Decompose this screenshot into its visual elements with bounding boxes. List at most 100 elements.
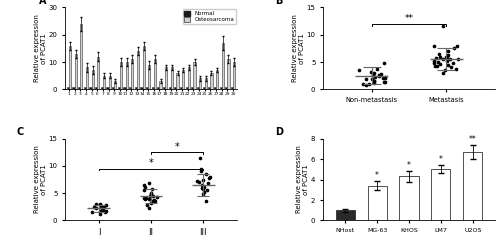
- Point: [102, 203, 110, 207]
- Bar: [126, 62, 128, 89]
- Point: [96, 212, 104, 216]
- Point: [430, 64, 438, 68]
- Point: [436, 52, 444, 56]
- Point: [203, 188, 211, 192]
- Bar: [118, 86, 120, 89]
- Point: [368, 70, 376, 74]
- Point: [96, 203, 104, 207]
- Point: [200, 190, 208, 194]
- Point: [148, 192, 156, 196]
- Point: [100, 205, 108, 209]
- Bar: [210, 73, 212, 89]
- Y-axis label: Relative expression
of PCAT1: Relative expression of PCAT1: [296, 146, 310, 213]
- Bar: [188, 67, 190, 89]
- Bar: [336, 210, 355, 221]
- Y-axis label: Relative expression
of PCAT1: Relative expression of PCAT1: [34, 14, 47, 82]
- Point: [146, 194, 154, 198]
- Bar: [168, 86, 171, 89]
- Bar: [192, 86, 194, 89]
- Point: [148, 199, 156, 203]
- Point: [439, 71, 447, 75]
- Point: [364, 83, 372, 86]
- Point: [145, 207, 153, 210]
- Y-axis label: Relative expression
of PCAT1: Relative expression of PCAT1: [292, 14, 305, 82]
- Bar: [67, 86, 69, 89]
- Point: [152, 199, 160, 203]
- Point: [376, 72, 384, 76]
- Point: [378, 76, 386, 80]
- Point: [449, 61, 457, 64]
- Point: [200, 185, 208, 189]
- Point: [145, 197, 153, 201]
- Point: [375, 73, 383, 76]
- Text: B: B: [275, 0, 282, 6]
- Point: [204, 181, 212, 185]
- Point: [140, 183, 147, 187]
- Bar: [400, 176, 418, 220]
- Text: A: A: [39, 0, 46, 6]
- Point: [102, 209, 110, 213]
- Bar: [225, 86, 228, 89]
- Point: [430, 61, 438, 65]
- Bar: [124, 86, 126, 89]
- Bar: [72, 86, 74, 89]
- Point: [147, 191, 155, 195]
- Bar: [205, 78, 207, 89]
- Bar: [78, 86, 80, 89]
- Point: [370, 79, 378, 83]
- Bar: [97, 57, 100, 89]
- Bar: [158, 86, 160, 89]
- Point: [141, 197, 149, 201]
- Point: [196, 156, 204, 159]
- Point: [150, 194, 158, 198]
- Point: [206, 175, 214, 179]
- Point: [92, 202, 100, 206]
- Bar: [463, 152, 482, 220]
- Bar: [114, 81, 116, 89]
- Point: [356, 68, 364, 72]
- Point: [371, 75, 379, 79]
- Point: [370, 79, 378, 83]
- Point: [154, 195, 162, 199]
- Bar: [69, 46, 71, 89]
- Point: [92, 207, 100, 210]
- Point: [150, 198, 158, 202]
- Bar: [108, 76, 110, 89]
- Bar: [231, 86, 233, 89]
- Point: [145, 181, 153, 185]
- Point: [100, 208, 108, 211]
- Text: D: D: [275, 127, 283, 137]
- Point: [362, 77, 370, 81]
- Bar: [86, 67, 88, 89]
- Point: [198, 186, 206, 190]
- Point: [443, 56, 451, 60]
- Bar: [95, 86, 97, 89]
- Point: [206, 176, 214, 180]
- Point: [200, 187, 207, 191]
- Point: [202, 172, 210, 176]
- Point: [193, 179, 201, 183]
- Bar: [202, 86, 205, 89]
- Text: *: *: [148, 158, 154, 168]
- Bar: [171, 67, 173, 89]
- Point: [90, 205, 98, 209]
- Bar: [199, 78, 201, 89]
- Point: [430, 44, 438, 48]
- Point: [438, 57, 446, 61]
- Bar: [103, 76, 105, 89]
- Bar: [160, 81, 162, 89]
- Text: *: *: [407, 161, 411, 170]
- Bar: [163, 86, 165, 89]
- Point: [381, 76, 389, 80]
- Bar: [432, 169, 450, 220]
- Point: [96, 209, 104, 213]
- Point: [436, 55, 444, 59]
- Point: [447, 65, 455, 69]
- Bar: [182, 70, 184, 89]
- Bar: [233, 62, 235, 89]
- Bar: [368, 186, 386, 220]
- Point: [368, 77, 376, 81]
- Y-axis label: Relative expression
of PCAT1: Relative expression of PCAT1: [34, 146, 47, 213]
- Point: [362, 83, 370, 87]
- Point: [381, 80, 389, 84]
